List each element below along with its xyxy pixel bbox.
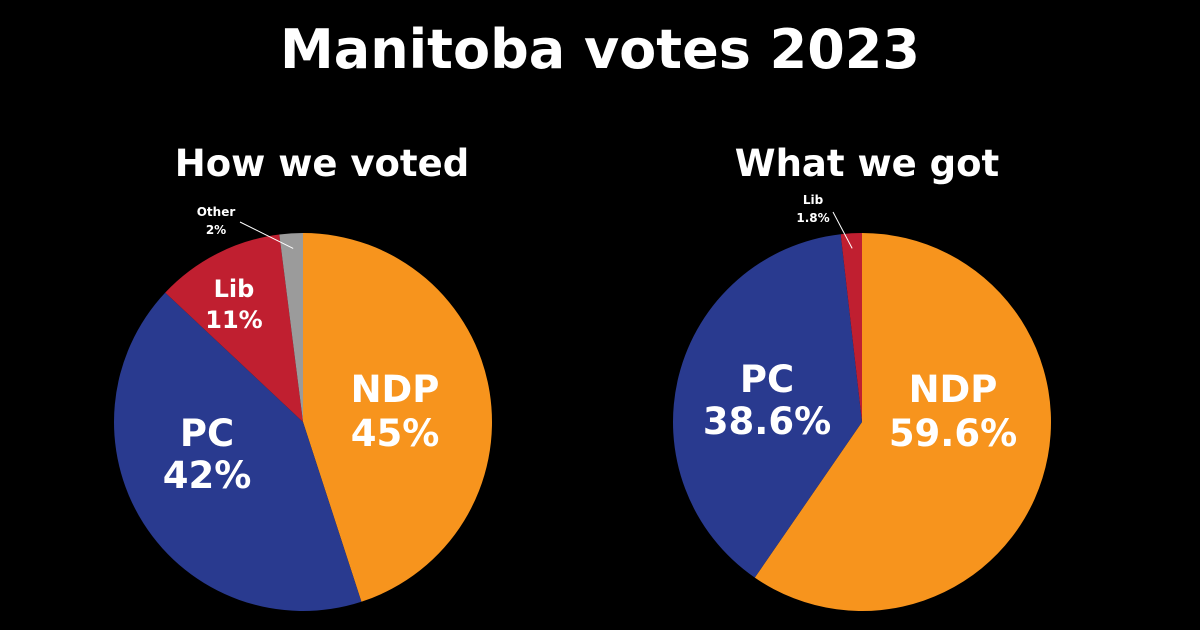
slice-value-pc: 42% <box>163 454 252 497</box>
slice-label-pc: PC <box>180 412 234 455</box>
pie-slice-pc <box>113 292 362 611</box>
pie-slice-other <box>279 233 303 422</box>
slice-label-lib: Lib <box>214 275 255 303</box>
slices-what-we-got <box>673 233 1051 611</box>
slice-value-ndp: 59.6% <box>889 412 1017 455</box>
pie-slice-lib <box>165 234 303 422</box>
pie-slice-ndp <box>303 233 492 602</box>
leader-line-other <box>239 221 294 249</box>
slice-label-ndp: NDP <box>351 368 440 411</box>
slice-value-lib: 11% <box>205 306 262 334</box>
main-title: Manitoba votes 2023 <box>280 18 920 81</box>
slice-label-pc: PC <box>740 358 794 401</box>
pie-slice-ndp <box>754 233 1051 611</box>
slice-label-lib: Lib <box>803 193 824 207</box>
slice-value-lib: 1.8% <box>796 211 829 225</box>
chart-title-what-we-got: What we got <box>735 142 999 185</box>
slice-value-pc: 38.6% <box>703 400 831 443</box>
leader-line-lib <box>832 211 853 249</box>
pie-slice-pc <box>673 234 862 578</box>
chart-title-how-we-voted: How we voted <box>175 142 469 185</box>
slices-how-we-voted <box>113 233 492 611</box>
slice-label-other: Other <box>197 205 236 219</box>
slice-value-ndp: 45% <box>351 412 440 455</box>
slice-value-other: 2% <box>206 223 226 237</box>
slice-label-ndp: NDP <box>909 368 998 411</box>
pie-slice-lib <box>840 233 862 422</box>
